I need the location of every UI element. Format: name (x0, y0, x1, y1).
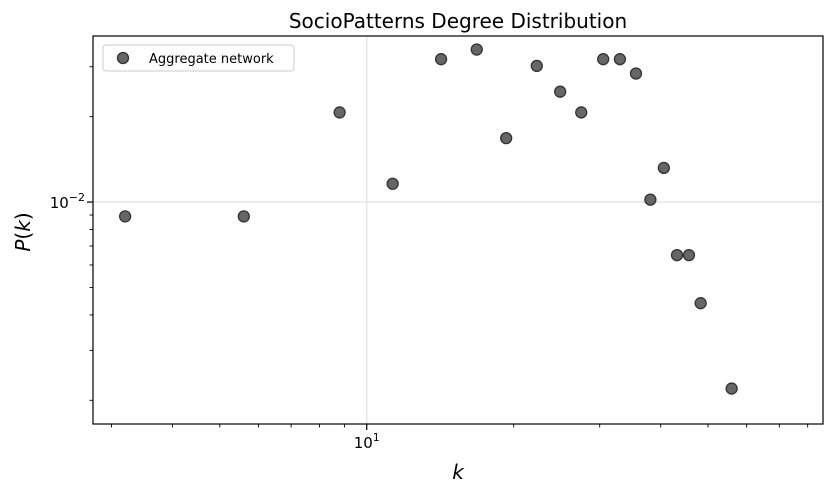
data-point (575, 106, 588, 119)
y-axis-label-paren-open: ( (11, 232, 35, 240)
y-axis-label-paren-close: ) (11, 212, 35, 220)
data-point (118, 210, 132, 223)
x-axis-label: k (452, 460, 465, 484)
data-point (597, 53, 610, 66)
data-point (682, 248, 696, 262)
data-point (530, 59, 543, 73)
data-point (554, 85, 567, 98)
data-point (434, 53, 448, 66)
data-point (657, 161, 670, 175)
data-point (470, 43, 483, 56)
x-tick-label: 101 (354, 431, 380, 452)
legend-entry-label: Aggregate network (149, 52, 274, 67)
data-point (629, 67, 643, 80)
chart-title: SocioPatterns Degree Distribution (289, 9, 627, 33)
data-point (386, 177, 399, 190)
data-point (644, 193, 657, 206)
data-point (725, 382, 738, 395)
legend-marker (116, 51, 130, 65)
y-axis-label-arg: k (11, 219, 35, 232)
y-axis-label: P(k) (11, 212, 35, 251)
axis-ticks (87, 66, 809, 430)
data-point (237, 210, 250, 223)
data-point (694, 297, 707, 310)
data-point (670, 248, 684, 262)
legend: Aggregate network (102, 44, 295, 72)
y-tick-labels: 10−2 (50, 191, 85, 212)
x-tick-labels: 101 (354, 431, 380, 452)
data-points (118, 43, 738, 395)
data-point (333, 106, 346, 119)
y-tick-label: 10−2 (50, 191, 85, 212)
plot-frame (92, 35, 824, 425)
data-point (613, 53, 627, 66)
legend-box (102, 44, 295, 72)
y-axis-label-main: P (11, 239, 35, 252)
grid-lines (93, 36, 823, 424)
data-point (500, 131, 513, 145)
